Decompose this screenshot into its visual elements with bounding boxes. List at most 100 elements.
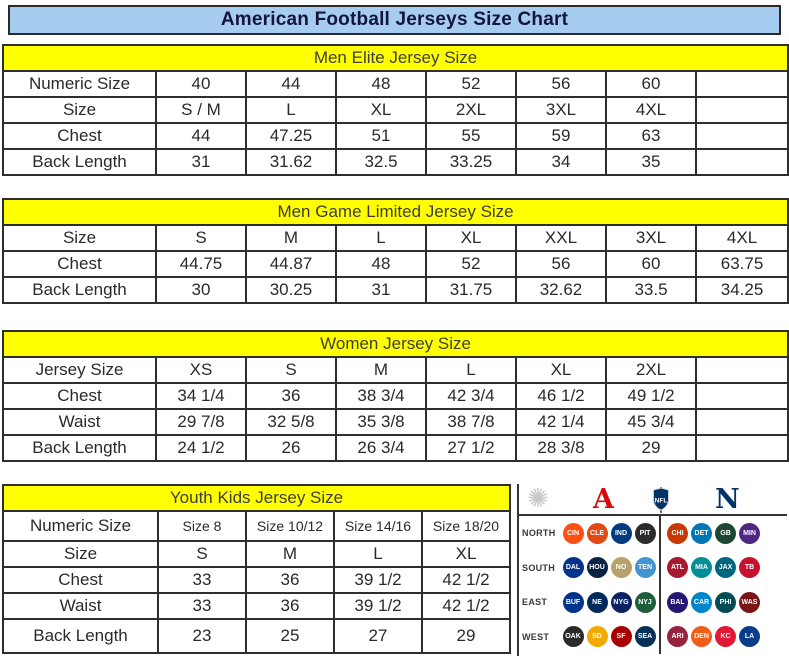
cell: XL	[335, 96, 427, 124]
cell: 33.5	[605, 276, 697, 304]
cell: 35 3/8	[335, 408, 427, 436]
browns-logo: CLE	[586, 522, 608, 544]
cell	[694, 96, 789, 124]
cell: L	[333, 540, 423, 568]
row-label: Waist	[2, 408, 157, 436]
cell: 3XL	[515, 96, 607, 124]
cell: 34.25	[694, 276, 789, 304]
cell: M	[335, 356, 427, 384]
cell: 36	[245, 382, 337, 410]
cell: 46 1/2	[515, 382, 607, 410]
ravens-logo: BAL	[667, 591, 689, 613]
cell: 34 1/4	[155, 382, 247, 410]
cell: 32.62	[515, 276, 607, 304]
cell: 26 3/4	[335, 434, 427, 462]
cell: 4XL	[605, 96, 697, 124]
titans-logo: TEN	[634, 557, 656, 579]
division-label: NORTH	[522, 528, 556, 539]
cell: 63	[605, 122, 697, 150]
49ers-logo: SF	[610, 626, 632, 648]
colts-logo: IND	[610, 522, 632, 544]
cell: 31.62	[245, 148, 337, 176]
division-row-west: WEST OAK SD SF SEA ARI DEN KC LA	[519, 619, 787, 654]
cell: 52	[425, 250, 517, 278]
cell: 38 7/8	[425, 408, 517, 436]
cell: 59	[515, 122, 607, 150]
cell: M	[245, 224, 337, 252]
table-row: Waist 29 7/8 32 5/8 35 3/8 38 7/8 42 1/4…	[2, 408, 789, 436]
cell: 34	[515, 148, 607, 176]
cell: Size 18/20	[420, 510, 512, 542]
section-header-row: Women Jersey Size	[1, 330, 789, 358]
bears-logo: CHI	[667, 522, 689, 544]
cell: 29	[420, 618, 512, 654]
bengals-logo: CIN	[562, 522, 584, 544]
row-label: Back Length	[2, 148, 157, 176]
nfc-east-logos: BAL CAR PHI WAS	[659, 585, 787, 620]
cell	[694, 148, 789, 176]
cell: 4XL	[694, 224, 789, 252]
bottom-section: Youth Kids Jersey Size Numeric Size Size…	[1, 483, 787, 656]
table-row: Jersey Size XS S M L XL 2XL	[2, 356, 789, 384]
cell: 27 1/2	[425, 434, 517, 462]
table-row: Chest 34 1/4 36 38 3/4 42 3/4 46 1/2 49 …	[2, 382, 789, 410]
division-row-east: EAST BUF NE NYG NYJ BAL CAR PHI WAS	[519, 585, 787, 620]
panthers-logo: CAR	[691, 591, 713, 613]
cell: 60	[605, 250, 697, 278]
men-elite-table: Men Elite Jersey Size Numeric Size 40 44…	[1, 44, 789, 176]
rams-logo: LA	[739, 626, 761, 648]
cell: 44	[155, 122, 247, 150]
cell: XXL	[515, 224, 607, 252]
nfc-south-logos: ATL MIA JAX TB	[659, 550, 787, 585]
chargers-logo: SD	[586, 626, 608, 648]
cell: 38 3/4	[335, 382, 427, 410]
cell: Size 10/12	[245, 510, 335, 542]
cell: 44.87	[245, 250, 337, 278]
cell: 36	[245, 566, 335, 594]
cell: 42 1/4	[515, 408, 607, 436]
men-elite-header: Men Elite Jersey Size	[1, 44, 789, 72]
dolphins-logo: MIA	[691, 557, 713, 579]
cell: 26	[245, 434, 337, 462]
cell: 27	[333, 618, 423, 654]
bills-logo: BUF	[562, 591, 584, 613]
svg-text:NFL: NFL	[655, 498, 668, 505]
cell: S	[155, 224, 247, 252]
table-row: Chest 44.75 44.87 48 52 56 60 63.75	[2, 250, 789, 278]
cell: 42 3/4	[425, 382, 517, 410]
table-row: Size S M L XL	[2, 540, 512, 568]
table-row: Chest 33 36 39 1/2 42 1/2	[2, 566, 512, 594]
table-row: Back Length 31 31.62 32.5 33.25 34 35	[2, 148, 789, 176]
cell: XL	[425, 224, 517, 252]
cell	[694, 70, 789, 98]
seahawks-logo: SEA	[634, 626, 656, 648]
men-game-limited-table: Men Game Limited Jersey Size Size S M L …	[1, 198, 789, 304]
cell: 24 1/2	[155, 434, 247, 462]
cell: 30	[155, 276, 247, 304]
redskins-logo: WAS	[739, 591, 761, 613]
row-label: Size	[2, 540, 159, 568]
cell: 33.25	[425, 148, 517, 176]
table-row: Size S M L XL XXL 3XL 4XL	[2, 224, 789, 252]
afc-north-logos: CIN CLE IND PIT	[559, 516, 659, 551]
cell: 45 3/4	[605, 408, 697, 436]
cell: M	[245, 540, 335, 568]
row-label: Size	[2, 96, 157, 124]
cell: XL	[420, 540, 512, 568]
cardinals-logo: ARI	[667, 626, 689, 648]
table-row: Numeric Size Size 8 Size 10/12 Size 14/1…	[2, 510, 512, 542]
buccaneers-logo: TB	[739, 557, 761, 579]
page-title: American Football Jerseys Size Chart	[8, 5, 781, 35]
section-header-row: Men Elite Jersey Size	[1, 44, 789, 72]
cell: L	[425, 356, 517, 384]
youth-table: Youth Kids Jersey Size Numeric Size Size…	[1, 484, 512, 654]
cell: 35	[605, 148, 697, 176]
chiefs-logo: KC	[715, 626, 737, 648]
cell: 23	[157, 618, 247, 654]
cell: 42 1/2	[420, 592, 512, 620]
broncos-logo: DEN	[691, 626, 713, 648]
table-row: Chest 44 47.25 51 55 59 63	[2, 122, 789, 150]
row-label: Back Length	[2, 618, 159, 654]
cell: 31.75	[425, 276, 517, 304]
row-label: Chest	[2, 566, 159, 594]
